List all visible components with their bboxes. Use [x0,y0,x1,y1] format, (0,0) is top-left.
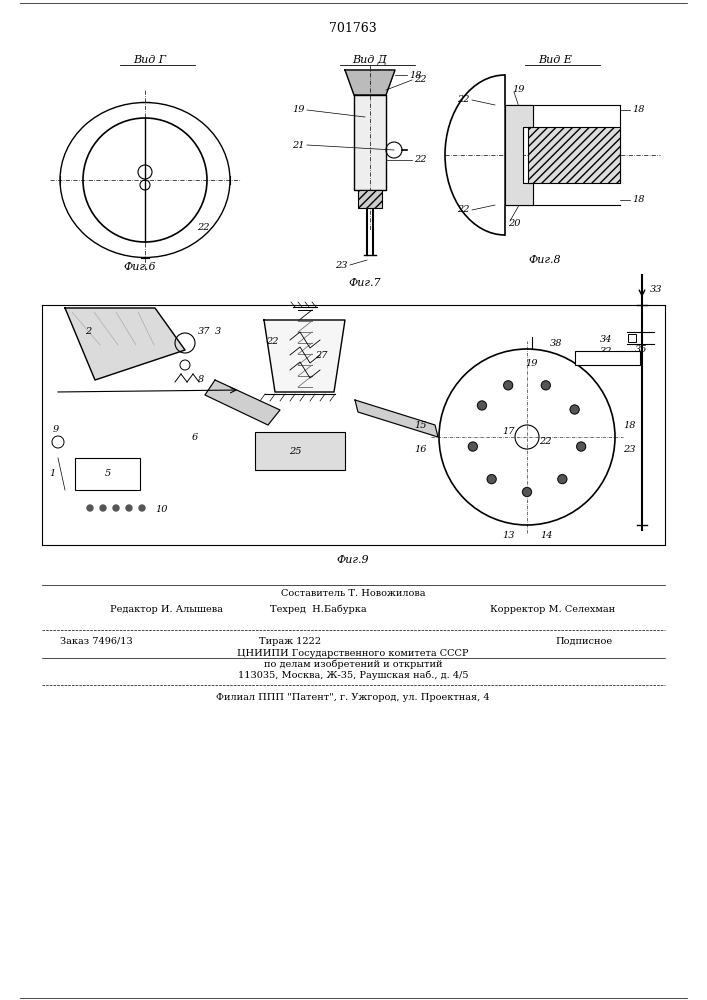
Text: Фиг.6: Фиг.6 [124,262,156,272]
Text: 9: 9 [53,426,59,434]
Bar [358,190,382,208]
Text: 2: 2 [85,328,91,336]
Text: 21: 21 [293,140,305,149]
Circle shape [468,442,477,451]
Text: Тираж 1222: Тираж 1222 [259,637,321,646]
Text: 22: 22 [414,76,426,85]
Text: Фиг.8: Фиг.8 [529,255,561,265]
Polygon shape [345,70,395,95]
Text: 14: 14 [541,530,554,540]
Text: 701763: 701763 [329,21,377,34]
Text: 10: 10 [155,506,168,514]
Circle shape [503,381,513,390]
Text: 1: 1 [49,470,55,479]
Text: 18: 18 [632,105,645,114]
Circle shape [577,442,585,451]
Text: 22: 22 [197,224,209,232]
Text: 13: 13 [503,530,515,540]
Text: 23: 23 [623,444,636,454]
Text: 3: 3 [215,328,221,336]
Circle shape [126,505,132,511]
Polygon shape [264,320,345,392]
Circle shape [87,505,93,511]
Circle shape [113,505,119,511]
Text: 18: 18 [623,420,636,430]
Text: Техред  Н.Бабурка: Техред Н.Бабурка [270,604,367,614]
Text: 17: 17 [503,428,515,436]
Text: 18: 18 [632,196,645,205]
Text: 35: 35 [635,346,648,355]
Circle shape [570,405,579,414]
Text: Фиг.7: Фиг.7 [349,278,381,288]
Text: 22: 22 [457,206,470,215]
Bar [75,458,140,490]
Bar [255,432,345,470]
Text: 32: 32 [600,348,612,357]
Text: Корректор М. Селехман: Корректор М. Селехман [490,604,615,613]
Text: Заказ 7496/13: Заказ 7496/13 [60,637,133,646]
Text: 23: 23 [336,260,348,269]
Text: 22: 22 [539,438,551,446]
Bar [628,334,636,342]
Circle shape [542,381,550,390]
Text: Подписное: Подписное [555,637,612,646]
Bar [528,127,620,183]
Text: 6: 6 [192,432,198,442]
Circle shape [522,488,532,496]
Text: 25: 25 [288,448,301,456]
Text: 33: 33 [650,286,662,294]
Text: Вид Г: Вид Г [134,55,167,65]
Text: Фиг.9: Фиг.9 [337,555,369,565]
Circle shape [477,401,486,410]
Circle shape [487,475,496,484]
Polygon shape [65,308,185,380]
Text: 113035, Москва, Ж-35, Раушская наб., д. 4/5: 113035, Москва, Ж-35, Раушская наб., д. … [238,670,468,680]
Circle shape [139,505,145,511]
Text: 22: 22 [266,338,279,347]
Text: по делам изобретений и открытий: по делам изобретений и открытий [264,659,443,669]
Text: 18: 18 [409,70,421,80]
Text: 15: 15 [414,420,427,430]
Text: Вид Д: Вид Д [353,55,387,65]
Text: Составитель Т. Новожилова: Составитель Т. Новожилова [281,589,425,598]
Text: 22: 22 [457,96,470,104]
Text: 19: 19 [526,360,538,368]
Polygon shape [505,105,533,205]
Text: 34: 34 [600,336,612,344]
Text: 20: 20 [508,219,520,228]
Text: 16: 16 [414,444,427,454]
Text: ЦНИИПИ Государственного комитета СССР: ЦНИИПИ Государственного комитета СССР [238,648,469,658]
Text: 19: 19 [512,86,525,95]
Text: Редактор И. Алышева: Редактор И. Алышева [110,604,223,613]
Text: 37: 37 [198,328,211,336]
Text: Филиал ППП "Патент", г. Ужгород, ул. Проектная, 4: Филиал ППП "Патент", г. Ужгород, ул. Про… [216,692,490,702]
Text: 19: 19 [293,105,305,114]
Circle shape [558,475,567,484]
Polygon shape [354,95,386,190]
Polygon shape [355,400,438,437]
Text: 27: 27 [315,351,327,360]
Text: 22: 22 [414,155,426,164]
Bar [575,351,640,365]
Polygon shape [205,380,280,425]
Text: 5: 5 [105,470,111,479]
Circle shape [100,505,106,511]
Text: 8: 8 [198,375,204,384]
Text: 38: 38 [550,340,563,349]
Text: Вид Е: Вид Е [538,55,572,65]
